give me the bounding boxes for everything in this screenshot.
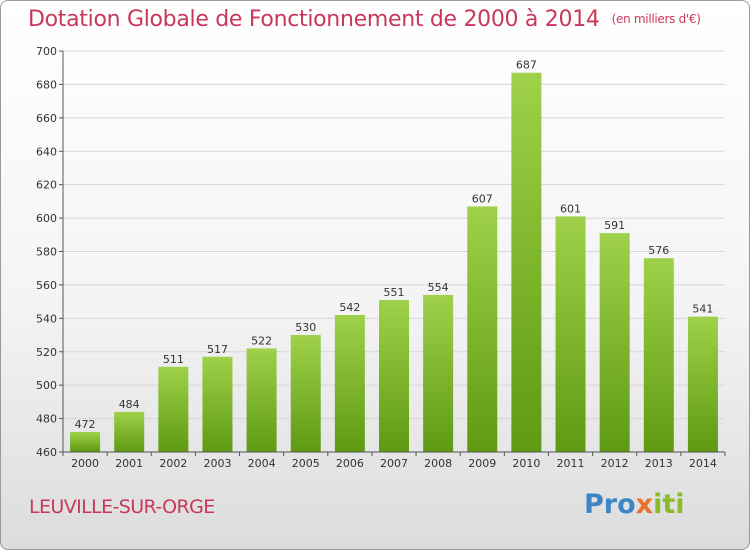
bar-2009 xyxy=(467,206,498,452)
proxiti-logo: Proxiti xyxy=(584,489,685,520)
x-tick-label-2013: 2013 xyxy=(645,457,673,470)
chart-title-text: Dotation Globale de Fonctionnement de 20… xyxy=(28,7,600,32)
y-tick-label: 700 xyxy=(36,45,57,58)
bar-2005 xyxy=(290,335,321,452)
x-tick-label-2008: 2008 xyxy=(424,457,452,470)
bar-2007 xyxy=(378,299,410,452)
value-label-2001: 484 xyxy=(119,398,140,411)
y-tick-label: 520 xyxy=(36,346,57,359)
x-tick-label-2001: 2001 xyxy=(115,457,143,470)
logo-part-2: x xyxy=(635,489,654,520)
y-tick-label: 560 xyxy=(36,279,57,292)
value-label-2013: 576 xyxy=(648,244,669,257)
x-tick-label-2003: 2003 xyxy=(203,457,231,470)
value-label-2011: 601 xyxy=(560,202,581,215)
bar-2010 xyxy=(511,72,542,453)
x-tick-label-2007: 2007 xyxy=(380,457,408,470)
value-label-2002: 511 xyxy=(163,353,184,366)
bar-2006 xyxy=(334,314,365,452)
chart-title: Dotation Globale de Fonctionnement de 20… xyxy=(28,7,701,32)
logo-part-3: iti xyxy=(653,489,685,520)
y-tick-label: 660 xyxy=(36,112,57,125)
x-tick-label-2011: 2011 xyxy=(557,457,585,470)
value-label-2000: 472 xyxy=(75,418,96,431)
value-label-2005: 530 xyxy=(295,321,316,334)
y-tick-label: 620 xyxy=(36,179,57,192)
x-tick-label-2009: 2009 xyxy=(468,457,496,470)
y-tick-label: 480 xyxy=(36,413,57,426)
x-tick-label-2012: 2012 xyxy=(601,457,629,470)
value-label-2010: 687 xyxy=(516,59,537,72)
value-label-2006: 542 xyxy=(339,301,360,314)
x-tick-label-2004: 2004 xyxy=(248,457,276,470)
axes: 460 480 500 520 540 560 580 600 620 640 660 680 700 xyxy=(36,45,726,459)
bar-2000 xyxy=(70,431,101,452)
x-tick-label-2014: 2014 xyxy=(689,457,717,470)
value-label-2003: 517 xyxy=(207,343,228,356)
y-tick-label: 500 xyxy=(36,379,57,392)
y-tick-label: 540 xyxy=(36,312,57,325)
value-label-2004: 522 xyxy=(251,334,272,347)
y-tick-label: 460 xyxy=(36,446,57,459)
bar-2001 xyxy=(114,411,145,452)
x-tick-label-2010: 2010 xyxy=(512,457,540,470)
bar-2004 xyxy=(246,348,277,452)
bar-2002 xyxy=(158,366,189,452)
bar-2011 xyxy=(555,216,586,452)
chart-unit: (en milliers d'€) xyxy=(611,12,701,26)
value-label-2014: 541 xyxy=(692,303,713,316)
value-label-2007: 551 xyxy=(384,286,405,299)
x-tick-label-2005: 2005 xyxy=(292,457,320,470)
y-tick-label: 640 xyxy=(36,145,57,158)
value-label-2009: 607 xyxy=(472,192,493,205)
bar-2003 xyxy=(202,356,233,452)
bar-2012 xyxy=(599,233,630,452)
labels: 2000 472 2001 484 2002 511 2003 517 2004 522 2005 5… xyxy=(71,59,717,470)
value-label-2008: 554 xyxy=(428,281,449,294)
x-tick-label-2000: 2000 xyxy=(71,457,99,470)
bar-2013 xyxy=(643,258,674,452)
bars xyxy=(70,72,718,453)
y-tick-label: 600 xyxy=(36,212,57,225)
bar-2014 xyxy=(687,316,718,452)
value-label-2012: 591 xyxy=(604,219,625,232)
y-tick-label: 580 xyxy=(36,246,57,259)
x-tick-label-2006: 2006 xyxy=(336,457,364,470)
bar-2008 xyxy=(423,294,454,452)
city-name: LEUVILLE-SUR-ORGE xyxy=(29,496,215,518)
x-tick-label-2002: 2002 xyxy=(159,457,187,470)
logo-part-1: Pro xyxy=(584,489,636,520)
y-tick-label: 680 xyxy=(36,78,57,91)
